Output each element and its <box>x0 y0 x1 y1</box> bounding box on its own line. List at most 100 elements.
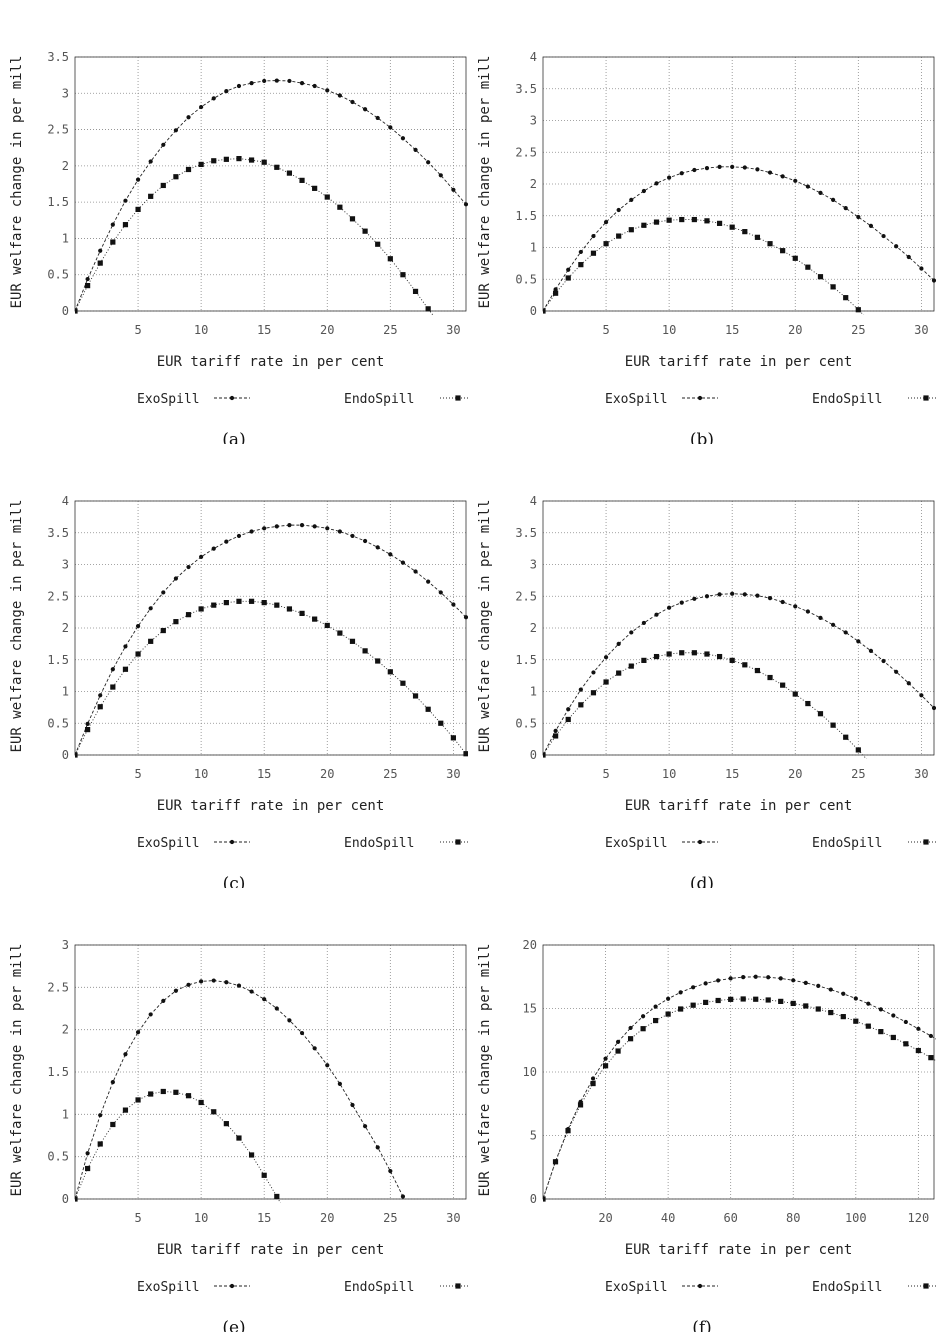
data-point-exospill <box>426 579 431 584</box>
x-tick-label: 60 <box>723 1211 737 1225</box>
data-point-exospill <box>566 267 571 272</box>
data-point-endospill <box>75 752 78 758</box>
data-point-endospill <box>543 752 546 758</box>
y-tick-label: 20 <box>523 938 537 952</box>
data-point-exospill <box>451 187 456 192</box>
data-point-exospill <box>123 1052 128 1057</box>
data-point-exospill <box>793 604 798 609</box>
x-tick-label: 15 <box>257 767 271 781</box>
x-tick-label: 5 <box>602 323 609 337</box>
data-point-endospill <box>666 217 672 223</box>
data-point-endospill <box>915 1047 921 1054</box>
data-point-endospill <box>185 166 192 173</box>
x-tick-label: 5 <box>134 767 141 781</box>
data-point-exospill <box>578 249 583 255</box>
data-point-exospill <box>780 599 785 605</box>
y-tick-label: 0.5 <box>515 272 537 286</box>
data-point-exospill <box>919 693 924 698</box>
y-tick-label: 2 <box>62 159 69 173</box>
data-point-endospill <box>337 204 343 210</box>
data-point-endospill <box>843 295 849 301</box>
data-point-exospill <box>641 620 647 626</box>
data-point-endospill <box>855 747 861 753</box>
data-point-endospill <box>578 262 584 268</box>
data-point-exospill <box>186 564 191 570</box>
data-point-endospill <box>110 684 116 690</box>
x-tick-label: 20 <box>788 767 802 781</box>
data-point-endospill <box>324 622 330 629</box>
x-tick-label: 10 <box>662 767 676 781</box>
data-point-exospill <box>438 590 443 595</box>
data-point-endospill <box>855 307 861 313</box>
data-point-exospill <box>843 630 848 635</box>
data-point-endospill <box>640 1026 646 1032</box>
data-point-exospill <box>753 974 758 979</box>
legend-label-endospill: EndoSpill <box>344 1280 414 1295</box>
data-point-exospill <box>350 533 355 539</box>
data-point-endospill <box>878 1029 884 1035</box>
data-point-endospill <box>765 997 771 1003</box>
data-point-endospill <box>553 733 559 739</box>
data-point-exospill <box>856 639 861 644</box>
data-point-endospill <box>890 1034 896 1041</box>
data-point-endospill <box>286 606 293 612</box>
data-point-endospill <box>865 1023 871 1029</box>
data-point-exospill <box>919 266 924 271</box>
data-point-exospill <box>173 988 179 993</box>
x-tick-label: 5 <box>602 767 609 781</box>
data-point-exospill <box>590 1076 596 1081</box>
data-point-exospill <box>704 166 710 171</box>
data-point-exospill <box>299 1030 305 1036</box>
data-point-exospill <box>426 160 431 165</box>
data-point-endospill <box>362 228 368 234</box>
data-point-exospill <box>730 591 735 596</box>
panel-caption: (a) <box>222 430 245 444</box>
y-tick-label: 3 <box>62 86 69 100</box>
legend-marker-endospill <box>923 1283 929 1289</box>
x-tick-label: 15 <box>257 1211 271 1225</box>
data-point-exospill <box>906 681 911 686</box>
x-tick-label: 5 <box>134 323 141 337</box>
chart-panel: 5 10 15 20 25 30 0 0.5 1 1.5 2 2.5 3 3.5 4 EUR tariff r… <box>468 0 936 444</box>
data-point-endospill <box>362 648 368 654</box>
data-point-exospill <box>716 978 721 983</box>
data-point-endospill <box>805 264 811 270</box>
data-point-exospill <box>667 175 672 180</box>
data-point-exospill <box>818 190 823 195</box>
data-point-exospill <box>463 202 468 207</box>
data-point-endospill <box>704 218 710 224</box>
chart-panel: 5 10 15 20 25 30 0 0.5 1 1.5 2 2.5 3 EUR tariff rate … <box>0 888 468 1332</box>
data-point-endospill <box>903 1041 909 1047</box>
legend-marker-exospill <box>229 839 235 845</box>
data-point-endospill <box>349 638 356 644</box>
data-point-exospill <box>400 136 406 141</box>
data-point-exospill <box>640 1014 646 1019</box>
plot-frame <box>542 56 935 312</box>
data-point-exospill <box>287 1018 292 1023</box>
x-tick-label: 5 <box>134 1211 141 1225</box>
data-point-exospill <box>755 593 760 598</box>
data-point-exospill <box>199 104 204 110</box>
data-point-exospill <box>98 693 103 698</box>
data-point-endospill <box>337 630 343 636</box>
data-point-exospill <box>350 1102 355 1108</box>
y-axis-label: EUR welfare change in per mill <box>9 500 25 753</box>
legend-label-exospill: ExoSpill <box>605 1280 668 1295</box>
y-tick-label: 1.5 <box>47 1065 69 1079</box>
data-point-exospill <box>388 552 393 557</box>
data-point-exospill <box>224 89 229 94</box>
data-point-endospill <box>840 1014 846 1020</box>
data-point-endospill <box>742 662 748 668</box>
data-point-exospill <box>400 1194 406 1199</box>
data-point-exospill <box>931 705 936 711</box>
data-point-endospill <box>75 1196 78 1202</box>
x-tick-label: 30 <box>914 767 928 781</box>
y-tick-label: 5 <box>530 1129 537 1143</box>
data-point-endospill <box>122 222 129 228</box>
data-point-exospill <box>199 979 204 984</box>
chart-svg: 5 10 15 20 25 30 0 0.5 1 1.5 2 2.5 3 3.5 4 EUR tariff r… <box>477 494 936 888</box>
y-tick-label: 4 <box>62 494 69 508</box>
panel-caption: (d) <box>690 874 714 888</box>
data-point-exospill <box>148 606 153 611</box>
data-point-endospill <box>565 275 571 281</box>
